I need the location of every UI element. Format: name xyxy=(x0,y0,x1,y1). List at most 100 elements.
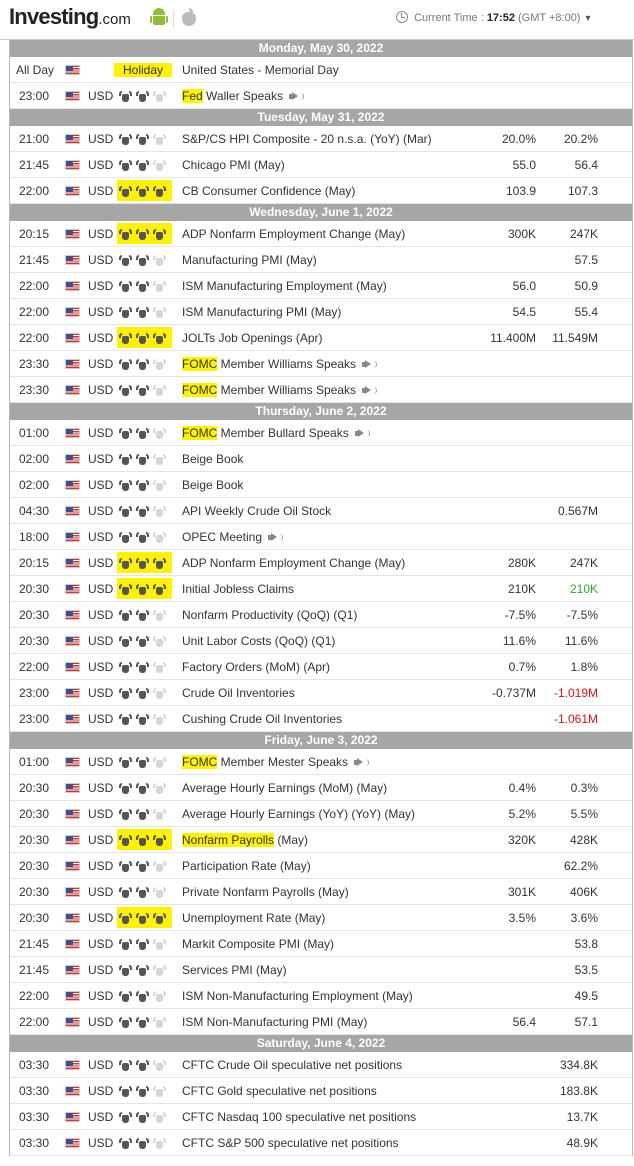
event-row[interactable]: 21:00 USD S&P/CS HPI Composite - 20 n.s.a.… xyxy=(10,126,632,152)
event-name[interactable]: Manufacturing PMI (May) xyxy=(182,247,317,273)
event-row[interactable]: 20:30 USD Nonfarm Payrolls (May) 320K 428K xyxy=(10,827,632,853)
bull-horn xyxy=(153,1017,156,1023)
event-row[interactable]: 23:30 USD FOMC Member Williams Speaks xyxy=(10,351,632,377)
event-row[interactable]: 22:00 USD ISM Manufacturing Employment (Ma… xyxy=(10,273,632,299)
event-row[interactable]: 03:30 USD CFTC Nasdaq 100 speculative net … xyxy=(10,1104,632,1130)
bull-horn xyxy=(146,307,149,313)
event-name[interactable]: Beige Book xyxy=(182,446,243,472)
event-row[interactable]: 01:00 USD FOMC Member Mester Speaks xyxy=(10,749,632,775)
flag-cell xyxy=(65,1086,80,1096)
event-name[interactable]: Crude Oil Inventories xyxy=(182,680,295,706)
event-name[interactable]: Average Hourly Earnings (MoM) (May) xyxy=(182,775,387,801)
event-row[interactable]: 21:45 USD Manufacturing PMI (May) 57.5 xyxy=(10,247,632,273)
event-name[interactable]: ISM Manufacturing Employment (May) xyxy=(182,273,387,299)
bull-horn xyxy=(153,809,156,815)
event-row[interactable]: 20:30 USD Initial Jobless Claims 210K 210K xyxy=(10,576,632,602)
event-name[interactable]: ISM Non-Manufacturing Employment (May) xyxy=(182,983,413,1009)
event-row[interactable]: 20:15 USD ADP Nonfarm Employment Change (M… xyxy=(10,550,632,576)
event-row[interactable]: 23:00 USD Crude Oil Inventories -0.737M -1.0… xyxy=(10,680,632,706)
event-row[interactable]: 21:45 USD Chicago PMI (May) 55.0 56.4 xyxy=(10,152,632,178)
bull-horn xyxy=(136,1138,139,1144)
event-row[interactable]: 22:00 USD ISM Non-Manufacturing Employment… xyxy=(10,983,632,1009)
bull-horn xyxy=(163,255,166,261)
event-row[interactable]: 22:00 USD CB Consumer Confidence (May) 103.… xyxy=(10,178,632,204)
event-row[interactable]: 23:30 USD FOMC Member Williams Speaks xyxy=(10,377,632,403)
event-name[interactable]: FOMC Member Williams Speaks xyxy=(182,351,378,377)
event-row[interactable]: 20:30 USD Unit Labor Costs (QoQ) (Q1) 11.6%… xyxy=(10,628,632,654)
event-name[interactable]: Fed Waller Speaks xyxy=(182,83,305,109)
speaker-part xyxy=(365,360,372,369)
bull-icon xyxy=(153,809,166,821)
event-name[interactable]: ISM Manufacturing PMI (May) xyxy=(182,299,341,325)
event-name[interactable]: Participation Rate (May) xyxy=(182,853,311,879)
event-name[interactable]: Private Nonfarm Payrolls (May) xyxy=(182,879,349,905)
event-name[interactable]: Services PMI (May) xyxy=(182,957,287,983)
event-name[interactable]: Average Hourly Earnings (YoY) (YoY) (May… xyxy=(182,801,415,827)
event-name[interactable]: CB Consumer Confidence (May) xyxy=(182,178,355,204)
bull-horn xyxy=(163,835,166,841)
event-name[interactable]: ADP Nonfarm Employment Change (May) xyxy=(182,221,405,247)
bull-icon xyxy=(136,385,149,397)
event-row[interactable]: 02:00 USD Beige Book xyxy=(10,472,632,498)
event-row[interactable]: 20:30 USD Average Hourly Earnings (YoY) (Y… xyxy=(10,801,632,827)
event-row[interactable]: 22:00 USD ISM Manufacturing PMI (May) 54.5 5… xyxy=(10,299,632,325)
bull-horn xyxy=(163,861,166,867)
site-logo[interactable]: Investing.com xyxy=(9,4,131,30)
event-name[interactable]: API Weekly Crude Oil Stock xyxy=(182,498,331,524)
us-flag-icon xyxy=(65,558,80,568)
event-row[interactable]: 22:00 USD JOLTs Job Openings (Apr) 11.400M 1… xyxy=(10,325,632,351)
event-row[interactable]: 20:30 USD Average Hourly Earnings (MoM) (M… xyxy=(10,775,632,801)
event-name[interactable]: Initial Jobless Claims xyxy=(182,576,294,602)
event-row[interactable]: 03:30 USD CFTC Crude Oil speculative net p… xyxy=(10,1052,632,1078)
event-name[interactable]: ISM Non-Manufacturing PMI (May) xyxy=(182,1009,367,1035)
us-flag-icon xyxy=(65,835,80,845)
android-icon[interactable] xyxy=(150,8,168,28)
event-row[interactable]: 23:00 USD Fed Waller Speaks xyxy=(10,83,632,109)
event-name[interactable]: United States - Memorial Day xyxy=(182,57,339,83)
event-name[interactable]: S&P/CS HPI Composite - 20 n.s.a. (YoY) (… xyxy=(182,126,432,152)
event-name[interactable]: Beige Book xyxy=(182,472,243,498)
event-name[interactable]: CFTC Nasdaq 100 speculative net position… xyxy=(182,1104,416,1130)
event-row[interactable]: 20:30 USD Participation Rate (May) 62.2% xyxy=(10,853,632,879)
event-name[interactable]: OPEC Meeting xyxy=(182,524,284,550)
event-row[interactable]: 03:30 USD CFTC Gold speculative net positi… xyxy=(10,1078,632,1104)
event-row[interactable]: 23:00 USD Cushing Crude Oil Inventories -1.… xyxy=(10,706,632,732)
bull-horn xyxy=(153,835,156,841)
event-row[interactable]: 20:15 USD ADP Nonfarm Employment Change (M… xyxy=(10,221,632,247)
event-row[interactable]: 04:30 USD API Weekly Crude Oil Stock 0.567M xyxy=(10,498,632,524)
event-name[interactable]: Unemployment Rate (May) xyxy=(182,905,325,931)
event-name[interactable]: Unit Labor Costs (QoQ) (Q1) xyxy=(182,628,335,654)
event-row[interactable]: 22:00 USD ISM Non-Manufacturing PMI (May) 5… xyxy=(10,1009,632,1035)
event-row[interactable]: 03:30 USD CFTC S&P 500 speculative net pos… xyxy=(10,1130,632,1156)
event-name[interactable]: Chicago PMI (May) xyxy=(182,152,285,178)
event-row[interactable]: 02:00 USD Beige Book xyxy=(10,446,632,472)
event-time: 20:15 xyxy=(18,556,50,570)
event-name[interactable]: Cushing Crude Oil Inventories xyxy=(182,706,342,732)
event-row[interactable]: 22:00 USD Factory Orders (MoM) (Apr) 0.7% 1.… xyxy=(10,654,632,680)
bull-face xyxy=(139,94,146,103)
day-header: Wednesday, June 1, 2022 xyxy=(10,204,632,221)
event-name[interactable]: Factory Orders (MoM) (Apr) xyxy=(182,654,330,680)
event-name[interactable]: CFTC S&P 500 speculative net positions xyxy=(182,1130,399,1156)
event-row[interactable]: 20:30 USD Unemployment Rate (May) 3.5% 3.6% xyxy=(10,905,632,931)
apple-icon[interactable] xyxy=(181,8,197,26)
event-name[interactable]: JOLTs Job Openings (Apr) xyxy=(182,325,323,351)
event-row[interactable]: 18:00 USD OPEC Meeting xyxy=(10,524,632,550)
event-row[interactable]: 20:30 USD Private Nonfarm Payrolls (May) 30… xyxy=(10,879,632,905)
bull-face xyxy=(139,509,146,518)
event-row[interactable]: All Day Holiday United States - Memorial D… xyxy=(10,57,632,83)
event-row[interactable]: 21:45 USD Services PMI (May) 53.5 xyxy=(10,957,632,983)
event-name[interactable]: CFTC Gold speculative net positions xyxy=(182,1078,377,1104)
event-name[interactable]: FOMC Member Mester Speaks xyxy=(182,749,370,775)
event-name[interactable]: FOMC Member Williams Speaks xyxy=(182,377,378,403)
current-time-selector[interactable]: Current Time : 17:52 (GMT +8:00) ▾ xyxy=(396,11,591,24)
event-name[interactable]: ADP Nonfarm Employment Change (May) xyxy=(182,550,405,576)
event-row[interactable]: 20:30 USD Nonfarm Productivity (QoQ) (Q1) -… xyxy=(10,602,632,628)
event-name[interactable]: FOMC Member Bullard Speaks xyxy=(182,420,371,446)
event-name[interactable]: CFTC Crude Oil speculative net positions xyxy=(182,1052,402,1078)
event-row[interactable]: 01:00 USD FOMC Member Bullard Speaks xyxy=(10,420,632,446)
event-name[interactable]: Nonfarm Payrolls (May) xyxy=(182,827,308,853)
event-name[interactable]: Nonfarm Productivity (QoQ) (Q1) xyxy=(182,602,357,628)
event-name[interactable]: Markit Composite PMI (May) xyxy=(182,931,334,957)
event-row[interactable]: 21:45 USD Markit Composite PMI (May) 53.8 xyxy=(10,931,632,957)
